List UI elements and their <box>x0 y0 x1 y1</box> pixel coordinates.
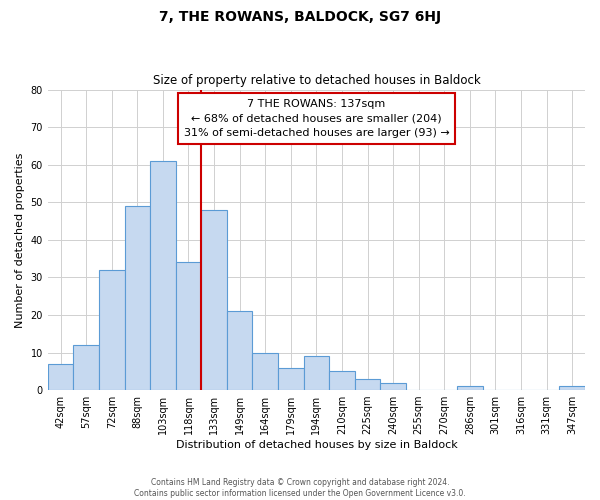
Bar <box>125 206 150 390</box>
Bar <box>176 262 201 390</box>
Bar <box>253 352 278 390</box>
Bar <box>150 161 176 390</box>
Bar <box>457 386 482 390</box>
Bar <box>99 270 125 390</box>
Bar <box>355 379 380 390</box>
Bar <box>227 311 253 390</box>
Bar <box>304 356 329 390</box>
Bar <box>329 372 355 390</box>
Bar <box>278 368 304 390</box>
Text: 7 THE ROWANS: 137sqm
← 68% of detached houses are smaller (204)
31% of semi-deta: 7 THE ROWANS: 137sqm ← 68% of detached h… <box>184 98 449 138</box>
Title: Size of property relative to detached houses in Baldock: Size of property relative to detached ho… <box>152 74 480 87</box>
Bar <box>380 382 406 390</box>
Bar <box>201 210 227 390</box>
Text: 7, THE ROWANS, BALDOCK, SG7 6HJ: 7, THE ROWANS, BALDOCK, SG7 6HJ <box>159 10 441 24</box>
X-axis label: Distribution of detached houses by size in Baldock: Distribution of detached houses by size … <box>176 440 457 450</box>
Bar <box>559 386 585 390</box>
Bar <box>73 345 99 390</box>
Bar <box>48 364 73 390</box>
Y-axis label: Number of detached properties: Number of detached properties <box>15 152 25 328</box>
Text: Contains HM Land Registry data © Crown copyright and database right 2024.
Contai: Contains HM Land Registry data © Crown c… <box>134 478 466 498</box>
